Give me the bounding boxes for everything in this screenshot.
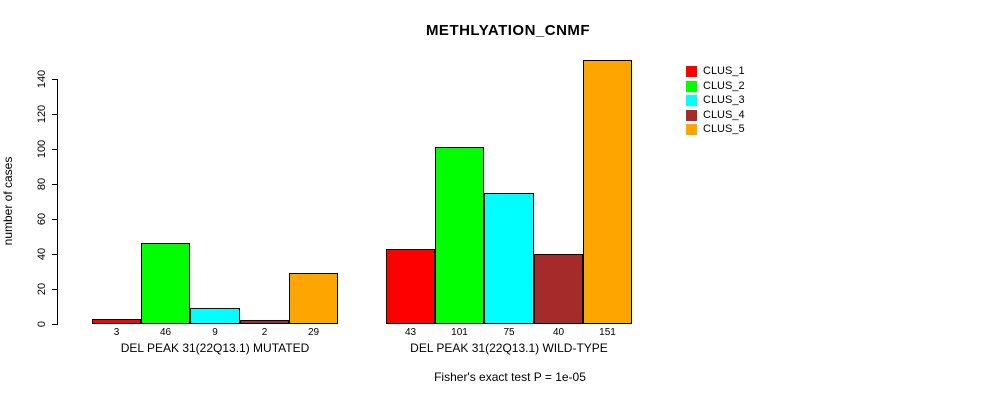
bar-value-label: 2: [261, 327, 268, 338]
legend-swatch-clus_3: [686, 95, 697, 106]
y-tick-label: 80: [36, 177, 48, 191]
bar-clus_3: [484, 193, 534, 324]
y-tick-label: 40: [36, 247, 48, 261]
legend-label: CLUS_3: [703, 94, 745, 106]
bar-value-label: 46: [159, 327, 172, 338]
legend-swatch-clus_1: [686, 66, 697, 77]
bar-value-label: 29: [307, 327, 320, 338]
legend-swatch-clus_5: [686, 124, 697, 135]
bar-value-label: 9: [212, 327, 218, 338]
bar-clus_4: [240, 320, 289, 324]
annotation-text: Fisher's exact test P = 1e-05: [434, 370, 586, 384]
y-tick: [52, 289, 57, 290]
y-tick-label: 100: [36, 139, 48, 159]
chart-title: METHLYATION_CNMF: [425, 22, 591, 39]
y-tick: [52, 114, 57, 115]
y-axis-label: number of cases: [1, 156, 15, 246]
legend-swatch-clus_4: [686, 110, 697, 121]
y-tick-label: 0: [36, 320, 48, 328]
y-tick-label: 60: [36, 212, 48, 226]
bar-value-label: 151: [599, 327, 616, 338]
bar-value-label: 40: [552, 327, 565, 338]
y-tick-label: 140: [36, 69, 48, 89]
bar-value-label: 3: [113, 327, 120, 338]
y-tick-label: 20: [36, 282, 48, 296]
bar-clus_1: [386, 249, 435, 324]
legend-label: CLUS_1: [703, 65, 745, 77]
bar-value-label: 101: [451, 327, 468, 338]
y-tick-label: 120: [36, 104, 48, 124]
bar-clus_2: [141, 243, 190, 324]
group-label: DEL PEAK 31(22Q13.1) WILD-TYPE: [410, 341, 608, 355]
y-tick: [52, 184, 57, 185]
bar-clus_5: [289, 273, 338, 324]
group-label: DEL PEAK 31(22Q13.1) MUTATED: [120, 341, 310, 355]
y-tick: [52, 219, 57, 220]
bar-clus_2: [435, 147, 484, 324]
bar-clus_3: [190, 308, 240, 324]
legend-label: CLUS_2: [703, 80, 745, 92]
y-tick: [52, 149, 57, 150]
y-tick: [52, 324, 57, 325]
y-tick: [52, 79, 57, 80]
y-axis-line: [57, 79, 58, 325]
bar-clus_4: [534, 254, 583, 324]
bar-value-label: 43: [404, 327, 417, 338]
bar-clus_5: [583, 60, 632, 324]
bar-clus_1: [92, 319, 141, 324]
bar-value-label: 75: [503, 327, 515, 338]
y-tick: [52, 254, 57, 255]
legend-label: CLUS_5: [703, 123, 745, 135]
legend-label: CLUS_4: [703, 109, 745, 121]
legend-swatch-clus_2: [686, 81, 697, 92]
